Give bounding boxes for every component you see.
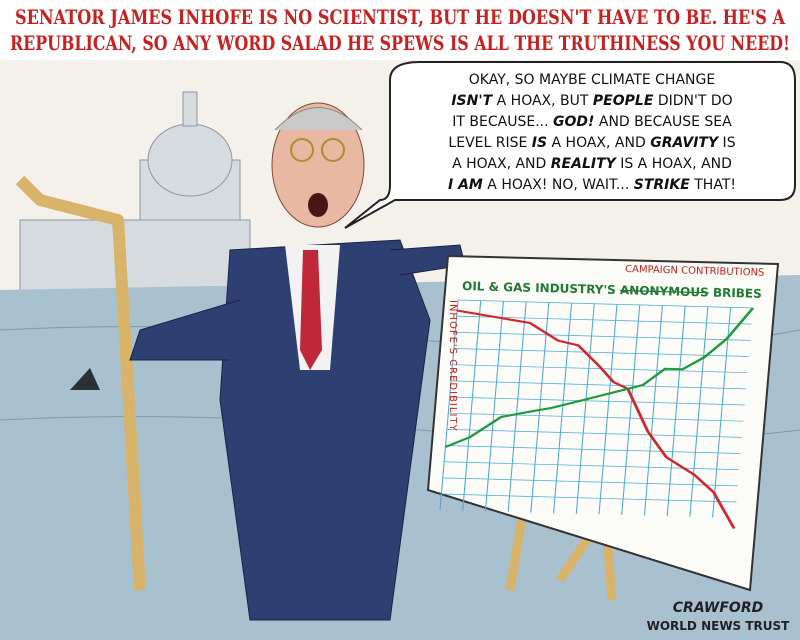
signature-artist: CRAWFORD (673, 600, 763, 616)
grid-line (575, 303, 595, 514)
speech-run: AND BECAUSE SEA (594, 114, 732, 130)
grid-line (441, 493, 737, 503)
speech-run: OKAY, SO MAYBE CLIMATE CHANGE (469, 72, 715, 88)
grid-line (666, 306, 686, 517)
emphasis: ISN'T (451, 93, 493, 109)
emphasis: STRIKE (634, 177, 690, 193)
grid-line (457, 299, 754, 309)
signature-outlet: WORLD NEWS TRUST (647, 619, 791, 633)
hockey-stick (15, 175, 146, 591)
title-suffix: BRIBES (713, 286, 762, 301)
speech-run: DIDN'T DO (653, 93, 732, 109)
senator (129, 102, 466, 621)
grid-line (462, 300, 482, 511)
grid-line (484, 301, 504, 512)
grid-line (439, 299, 459, 511)
grid-line (689, 306, 709, 517)
caption-line: REPUBLICAN, SO ANY WORD SALAD HE SPEWS I… (10, 31, 790, 55)
speech-line: ISN'T A HOAX, BUT PEOPLE DIDN'T DO (451, 93, 732, 109)
speech-line: I AM A HOAX! NO, WAIT... STRIKE THAT! (448, 177, 736, 193)
grid-line (643, 305, 663, 516)
chart-plot (439, 299, 755, 529)
emphasis: IS (532, 135, 547, 151)
speech-line: IT BECAUSE... GOD! AND BECAUSE SEA (452, 114, 732, 130)
speech-line: LEVEL RISE IS A HOAX, AND GRAVITY IS (448, 135, 735, 151)
speech-bubble (344, 61, 796, 229)
grid-line (553, 303, 573, 514)
grid-line (446, 428, 742, 438)
grid-line (455, 331, 751, 341)
y-label: INHOFE'S CREDIBILITY (447, 300, 458, 432)
credibility-line (456, 309, 736, 529)
speech-line: OKAY, SO MAYBE CLIMATE CHANGE (469, 72, 715, 88)
grid-line (442, 477, 738, 487)
speech-run: IS A HOAX, AND (616, 156, 732, 172)
speech-run: THAT! (690, 177, 736, 193)
grid-line (598, 304, 618, 515)
grid-line (445, 445, 741, 454)
grid-line (621, 304, 641, 515)
speech-run: IS (718, 135, 736, 151)
grid-line (449, 396, 745, 406)
emphasis: I AM (448, 177, 483, 193)
emphasis: GOD! (553, 114, 594, 130)
chart-title: OIL & GAS INDUSTRY'S ANONYMOUS BRIBES (462, 279, 762, 301)
grid-line (507, 301, 527, 512)
grid-line (444, 461, 740, 471)
grid-line (451, 380, 747, 390)
inserted-text: CAMPAIGN CONTRIBUTIONS (625, 264, 765, 279)
grid-line (530, 302, 550, 513)
speech-run: LEVEL RISE (448, 135, 531, 151)
struck-word: ANONYMOUS (620, 283, 709, 299)
contributions-line (444, 307, 755, 448)
emphasis: GRAVITY (650, 135, 720, 151)
grid-line (453, 348, 749, 357)
title-prefix: OIL & GAS INDUSTRY'S (462, 279, 616, 297)
grid-line (712, 307, 732, 518)
emphasis: REALITY (551, 156, 618, 172)
speech-run: A HOAX, AND (452, 156, 551, 172)
caption-line: SENATOR JAMES INHOFE IS NO SCIENTIST, BU… (15, 5, 785, 29)
speech-run: A HOAX, BUT (492, 93, 593, 109)
emphasis: PEOPLE (593, 93, 654, 109)
speech-run: A HOAX! NO, WAIT... (483, 177, 634, 193)
speech-line: A HOAX, AND REALITY IS A HOAX, AND (452, 156, 732, 172)
speech-run: IT BECAUSE... (452, 114, 553, 130)
capitol (19, 91, 251, 291)
shark-fin (70, 368, 100, 390)
grid-line (448, 412, 744, 422)
speech-text: OKAY, SO MAYBE CLIMATE CHANGE ISN'T A HOA… (448, 72, 736, 193)
speech-run: A HOAX, AND (547, 135, 650, 151)
grid-line (456, 315, 752, 325)
